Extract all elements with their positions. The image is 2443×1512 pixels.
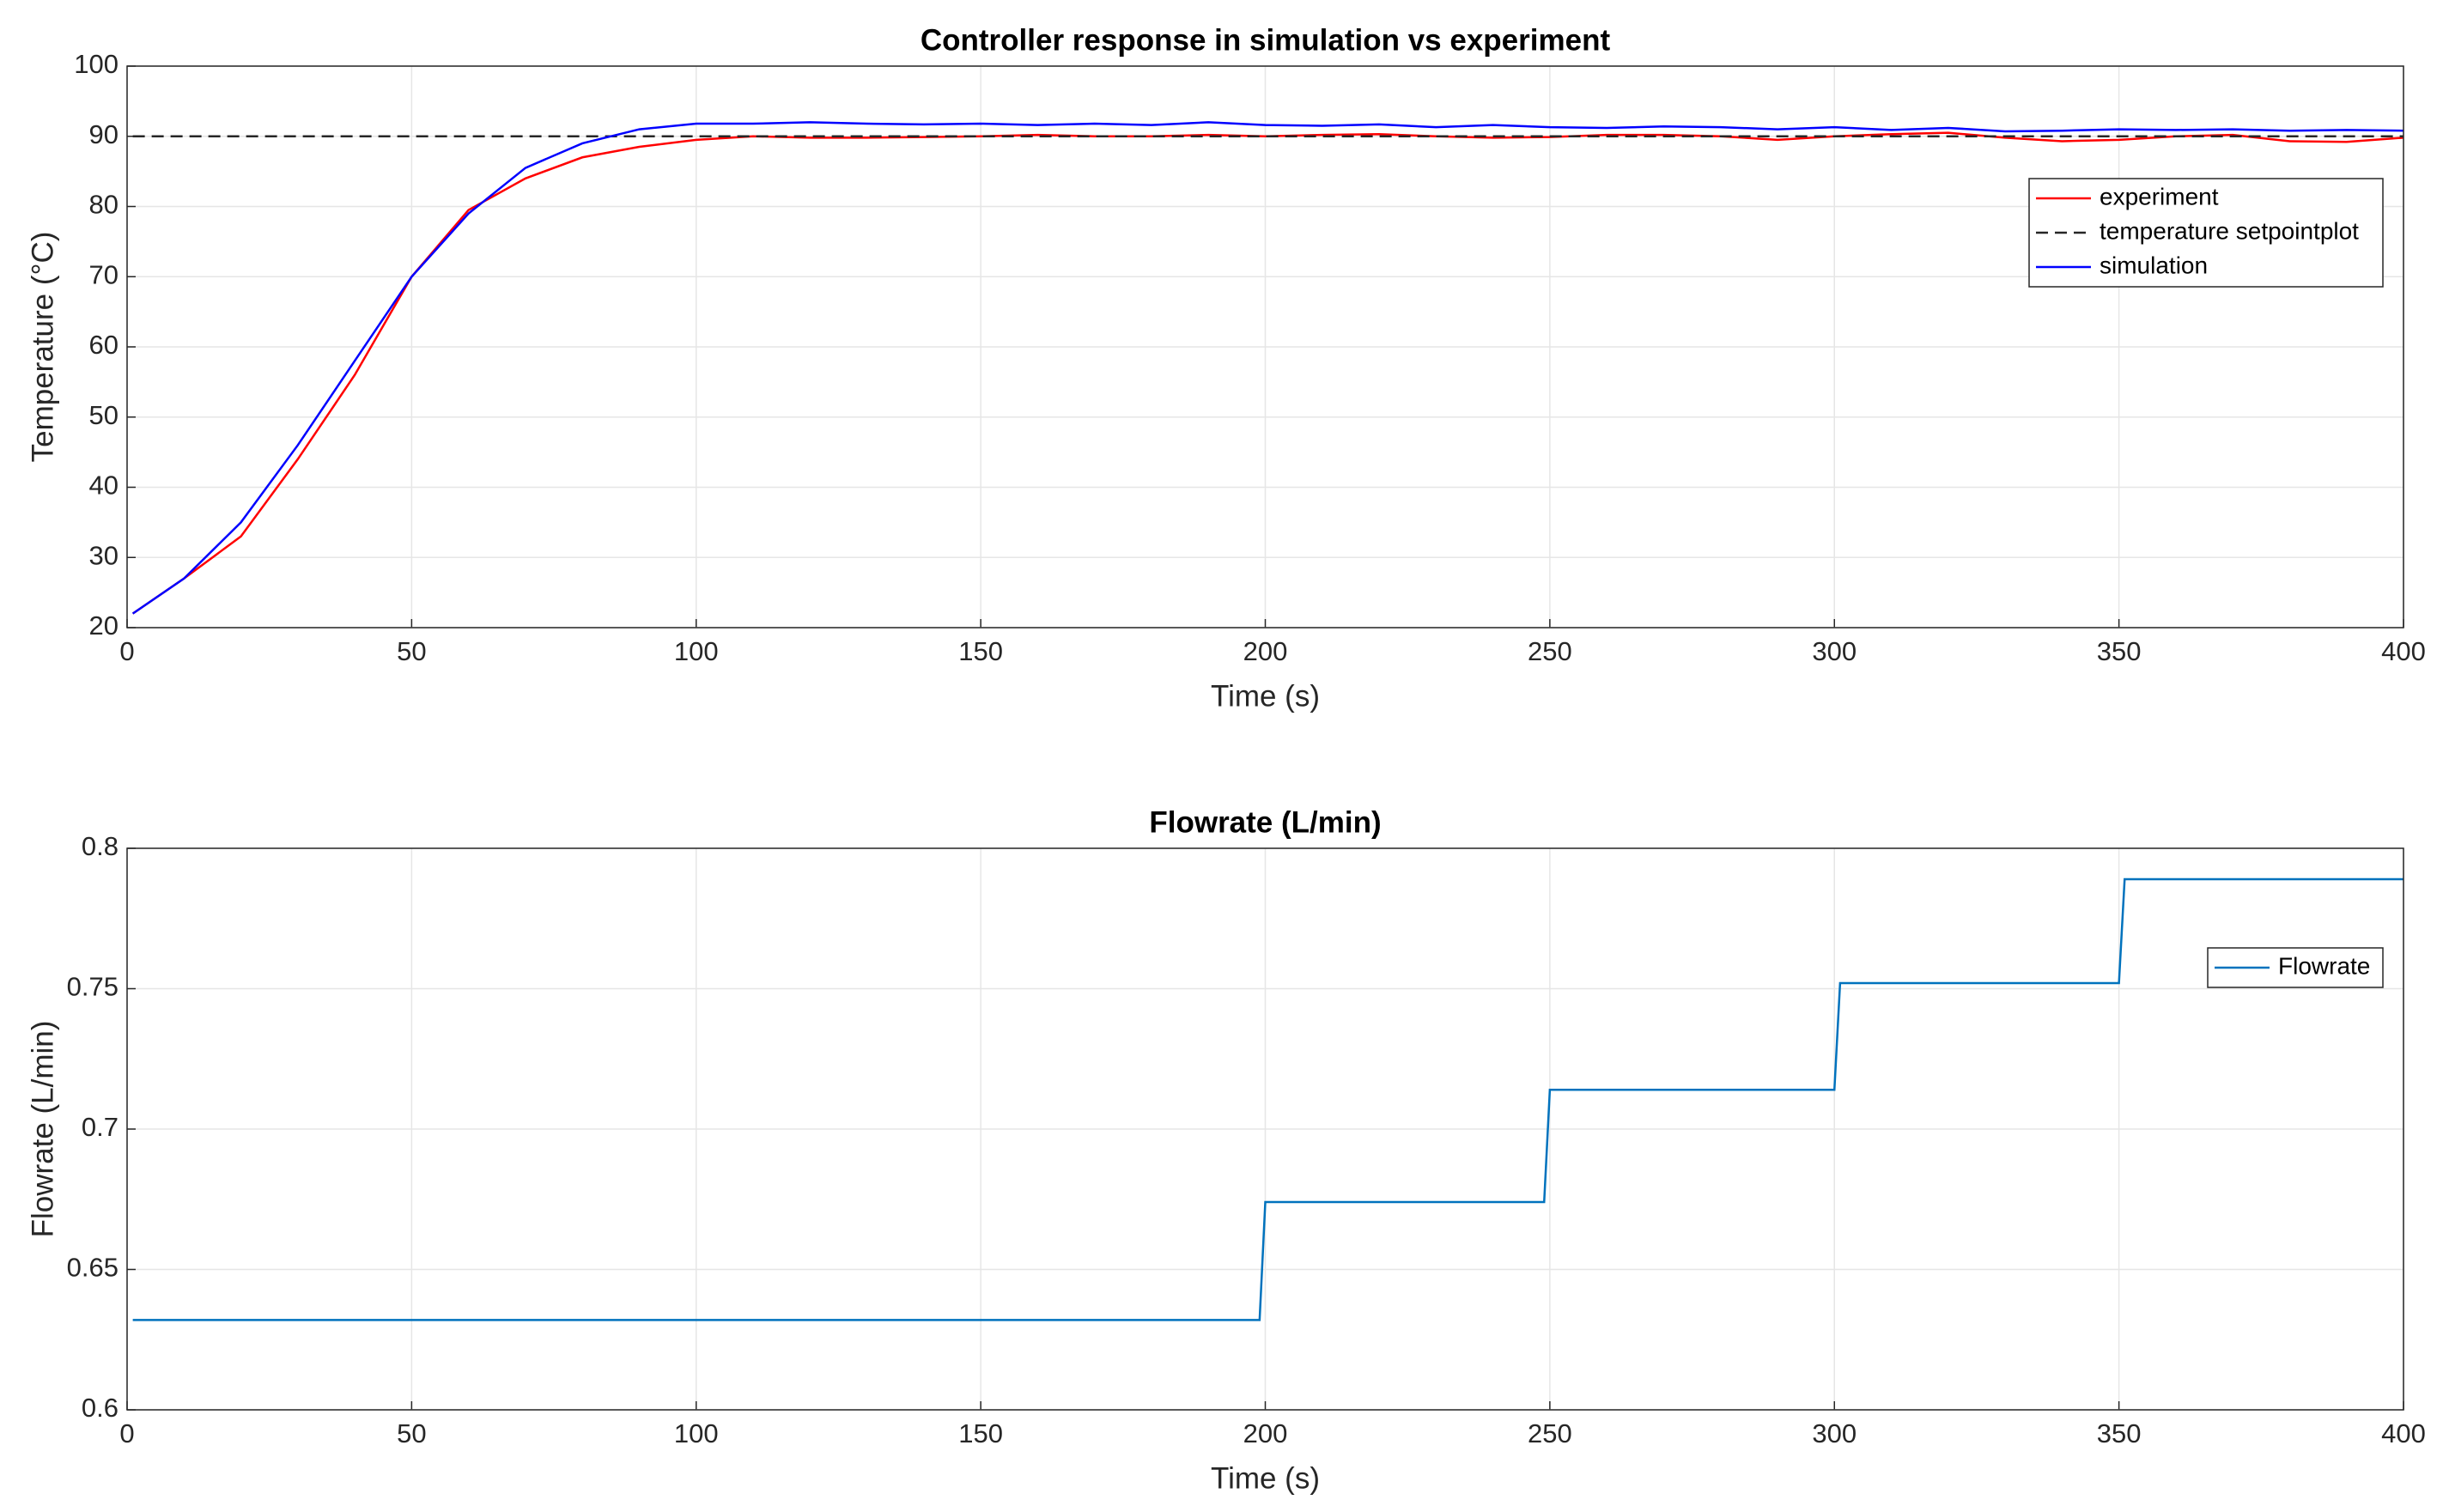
x-tick-label: 200	[1243, 1418, 1288, 1448]
y-tick-label: 0.75	[67, 972, 119, 1002]
x-tick-label: 50	[397, 636, 426, 666]
x-tick-label: 350	[2097, 1418, 2142, 1448]
chart-title: Controller response in simulation vs exp…	[921, 23, 1611, 57]
y-tick-label: 90	[89, 119, 119, 149]
y-tick-label: 50	[89, 400, 119, 430]
y-tick-label: 30	[89, 540, 119, 570]
x-tick-label: 100	[674, 1418, 719, 1448]
y-tick-label: 40	[89, 471, 119, 501]
y-tick-label: 100	[74, 49, 119, 79]
legend-label: experiment	[2100, 183, 2219, 209]
x-tick-label: 250	[1528, 636, 1572, 666]
x-tick-label: 50	[397, 1418, 426, 1448]
x-tick-label: 300	[1812, 636, 1857, 666]
axes-box	[126, 65, 2404, 628]
legend: Flowrate	[2207, 947, 2384, 988]
chart-title: Flowrate (L/min)	[1149, 805, 1381, 839]
y-tick-label: 80	[89, 190, 119, 220]
x-tick-label: 100	[674, 636, 719, 666]
x-tick-label: 0	[119, 1418, 134, 1448]
x-tick-label: 150	[958, 1418, 1003, 1448]
subplot: 0 50 100 150 200 250 300 350 400 20 30 40 50 60 70 80 90…	[26, 23, 2426, 713]
y-axis-label: Flowrate (L/min)	[26, 1021, 59, 1238]
y-tick-label: 0.6	[82, 1393, 119, 1423]
legend-label: simulation	[2100, 252, 2208, 278]
legend: experiment temperature setpointplot simula…	[2028, 178, 2384, 288]
x-tick-label: 150	[958, 636, 1003, 666]
y-tick-label: 0.7	[82, 1112, 119, 1142]
x-tick-label: 200	[1243, 636, 1288, 666]
legend-box	[2028, 178, 2384, 288]
legend-label: temperature setpointplot	[2100, 217, 2359, 244]
subplot: 0 50 100 150 200 250 300 350 400 0.6 0.65 0.7 0.75 0.…	[26, 805, 2426, 1495]
y-tick-label: 60	[89, 330, 119, 360]
series-line	[131, 121, 2404, 615]
y-tick-label: 0.65	[67, 1253, 119, 1283]
x-axis-label: Time (s)	[1211, 1461, 1320, 1495]
x-tick-label: 300	[1812, 1418, 1857, 1448]
y-tick-label: 20	[89, 610, 119, 641]
x-tick-label: 400	[2381, 636, 2426, 666]
y-tick-label: 0.8	[82, 831, 119, 861]
x-tick-label: 350	[2097, 636, 2142, 666]
y-axis-label: Temperature (°C)	[26, 232, 59, 463]
x-tick-label: 0	[119, 636, 134, 666]
series-line	[132, 877, 2403, 1321]
y-tick-label: 70	[89, 259, 119, 289]
x-tick-label: 400	[2381, 1418, 2426, 1448]
x-axis-label: Time (s)	[1211, 679, 1320, 713]
series-line	[131, 131, 2404, 615]
axes-box	[126, 847, 2404, 1411]
x-tick-label: 250	[1528, 1418, 1572, 1448]
legend-label: Flowrate	[2278, 952, 2370, 979]
